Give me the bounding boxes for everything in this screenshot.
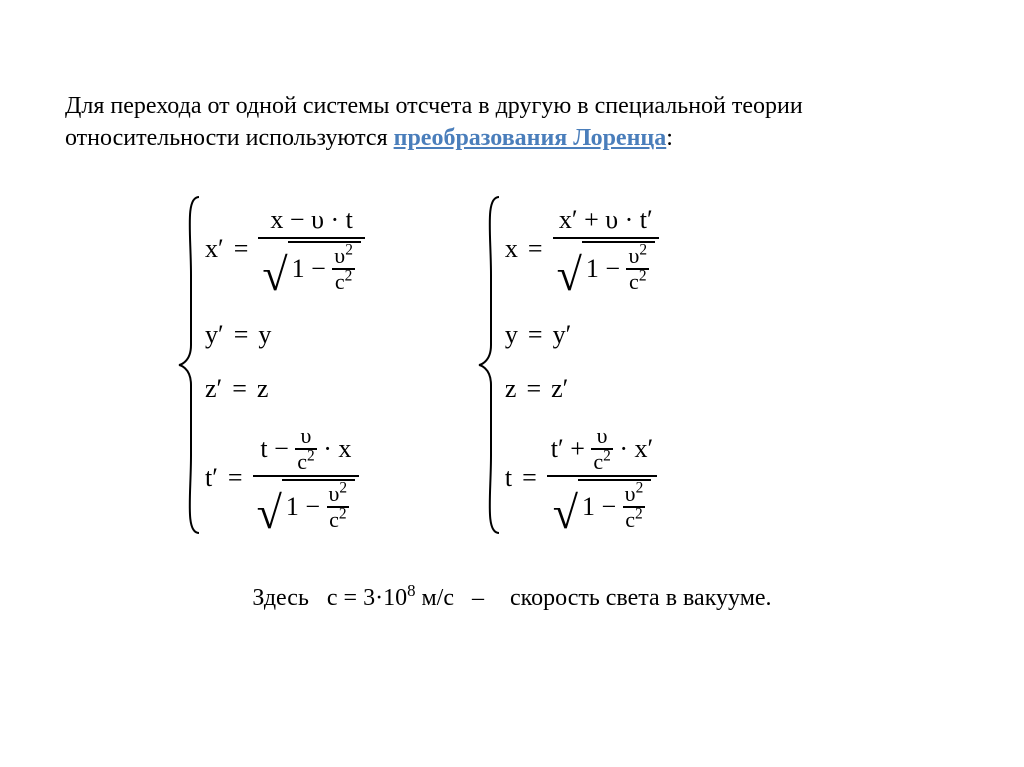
system-left: x′ = x − υ · t √ 1 − υ2 [175,195,365,535]
eq-y: y = y′ [505,317,659,353]
eq-x-prime: x′ = x − υ · t √ 1 − υ2 [205,199,365,299]
eq-x: x = x′ + υ · t′ √ 1 − υ2 [505,199,659,299]
lorentz-link[interactable]: преобразования Лоренца [394,125,667,151]
brace-icon [475,195,503,535]
brace-icon [175,195,203,535]
eq-y-prime: y′ = y [205,317,365,353]
footnote: Здесьc = 3·108 м/с–скорость света в ваку… [65,585,959,612]
eq-z-prime: z′ = z [205,371,365,407]
eq-t-prime: t′ = t − υ c2 · x [205,425,365,531]
system-right: x = x′ + υ · t′ √ 1 − υ2 [475,195,659,535]
eq-z: z = z′ [505,371,659,407]
intro-colon: : [666,125,673,151]
v2-over-c2: υ2 c2 [332,245,355,293]
intro-paragraph: Для перехода от одной системы отсчета в … [65,90,959,155]
v-over-c2: υ c2 [295,425,316,473]
formula-row: x′ = x − υ · t √ 1 − υ2 [175,195,959,535]
eq-t: t = t′ + υ c2 · x′ [505,425,659,531]
